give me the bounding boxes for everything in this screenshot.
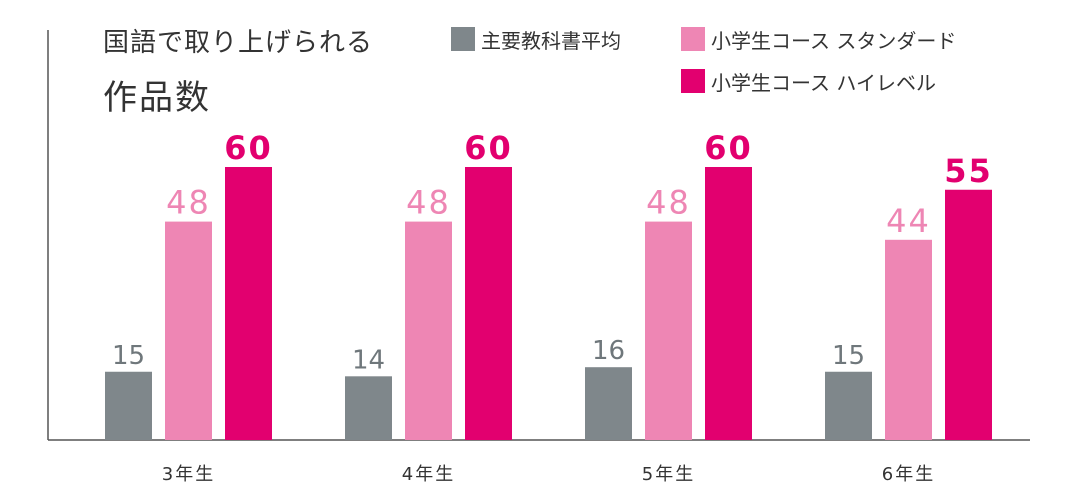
data-label-4-1: 15 bbox=[832, 341, 865, 371]
data-label-3-2: 48 bbox=[646, 184, 691, 222]
bar-1-2 bbox=[165, 221, 212, 440]
bar-3-2 bbox=[645, 221, 692, 440]
bar-1-1 bbox=[105, 371, 152, 440]
chart-title-line-1: 国語で取り上げられる bbox=[103, 28, 374, 58]
x-tick-label-2: 4年生 bbox=[402, 464, 455, 485]
bar-4-3 bbox=[945, 189, 992, 440]
data-label-1-1: 15 bbox=[112, 341, 145, 371]
legend-label-standard: 小学生コース スタンダード bbox=[711, 28, 957, 53]
legend-label-textbook-average: 主要教科書平均 bbox=[481, 28, 621, 53]
data-label-3-1: 16 bbox=[592, 336, 625, 366]
legend-swatch-standard bbox=[681, 27, 705, 51]
legend-swatch-highlevel bbox=[681, 69, 705, 93]
bar-1-3 bbox=[225, 167, 272, 440]
bar-4-1 bbox=[825, 371, 872, 440]
bar-3-3 bbox=[705, 167, 752, 440]
bar-2-2 bbox=[405, 221, 452, 440]
data-label-4-3: 55 bbox=[944, 152, 993, 190]
data-label-1-3: 60 bbox=[224, 129, 273, 167]
legend-item-standard: 小学生コース スタンダード bbox=[681, 24, 956, 54]
bar-3-1 bbox=[585, 367, 632, 440]
legend-item-highlevel: 小学生コース ハイレベル bbox=[681, 66, 936, 96]
legend-swatch-textbook-average bbox=[451, 27, 475, 51]
bar-2-1 bbox=[345, 376, 392, 440]
bar-4-2 bbox=[885, 239, 932, 440]
x-tick-label-3: 5年生 bbox=[642, 464, 695, 485]
data-label-2-2: 48 bbox=[406, 184, 451, 222]
chart-title-line-2: 作品数 bbox=[103, 78, 211, 118]
data-label-2-1: 14 bbox=[352, 345, 385, 375]
legend-label-highlevel: 小学生コース ハイレベル bbox=[711, 70, 936, 95]
legend-item-textbook-average: 主要教科書平均 bbox=[451, 24, 621, 54]
data-label-1-2: 48 bbox=[166, 184, 211, 222]
x-tick-label-4: 6年生 bbox=[882, 464, 935, 485]
data-label-3-3: 60 bbox=[704, 129, 753, 167]
bar-2-3 bbox=[465, 167, 512, 440]
data-label-4-2: 44 bbox=[886, 202, 931, 240]
data-label-2-3: 60 bbox=[464, 129, 513, 167]
x-tick-label-1: 3年生 bbox=[162, 464, 215, 485]
